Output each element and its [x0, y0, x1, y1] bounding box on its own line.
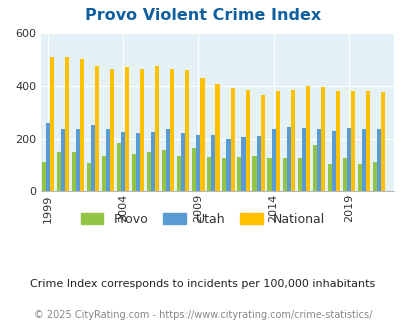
Bar — [297, 158, 301, 191]
Bar — [282, 158, 286, 191]
Bar — [76, 129, 80, 191]
Bar — [57, 152, 61, 191]
Bar — [87, 163, 91, 191]
Bar — [365, 91, 369, 191]
Bar — [91, 125, 95, 191]
Bar — [350, 91, 354, 191]
Bar — [230, 88, 234, 191]
Bar — [346, 128, 350, 191]
Bar — [117, 143, 121, 191]
Bar — [211, 135, 215, 191]
Bar — [61, 129, 65, 191]
Bar — [106, 129, 110, 191]
Bar — [181, 133, 185, 191]
Bar — [196, 135, 200, 191]
Bar — [102, 156, 106, 191]
Bar — [316, 129, 320, 191]
Bar — [50, 57, 54, 191]
Bar — [72, 152, 76, 191]
Bar — [271, 129, 275, 191]
Bar — [215, 84, 219, 191]
Bar — [312, 145, 316, 191]
Bar — [305, 86, 309, 191]
Bar — [155, 66, 159, 191]
Bar — [357, 164, 361, 191]
Bar — [162, 150, 166, 191]
Bar — [136, 133, 140, 191]
Bar — [241, 137, 245, 191]
Bar — [110, 69, 114, 191]
Bar — [132, 154, 136, 191]
Text: Provo Violent Crime Index: Provo Violent Crime Index — [85, 8, 320, 23]
Bar — [260, 95, 264, 191]
Bar — [290, 90, 294, 191]
Bar — [380, 92, 384, 191]
Bar — [222, 158, 226, 191]
Legend: Provo, Utah, National: Provo, Utah, National — [77, 209, 328, 230]
Bar — [80, 59, 84, 191]
Bar — [267, 158, 271, 191]
Bar — [320, 87, 324, 191]
Bar — [151, 132, 155, 191]
Bar — [252, 156, 256, 191]
Bar — [275, 91, 279, 191]
Bar — [245, 90, 249, 191]
Bar — [376, 129, 380, 191]
Bar — [237, 157, 241, 191]
Bar — [335, 91, 339, 191]
Bar — [200, 78, 204, 191]
Bar — [327, 164, 331, 191]
Bar — [177, 156, 181, 191]
Bar — [372, 162, 376, 191]
Bar — [42, 162, 46, 191]
Bar — [95, 66, 99, 191]
Bar — [331, 131, 335, 191]
Bar — [342, 158, 346, 191]
Bar — [207, 157, 211, 191]
Bar — [65, 57, 69, 191]
Bar — [301, 128, 305, 191]
Bar — [226, 139, 230, 191]
Bar — [256, 136, 260, 191]
Bar — [361, 129, 365, 191]
Bar — [121, 132, 125, 191]
Bar — [147, 152, 151, 191]
Bar — [185, 70, 189, 191]
Text: © 2025 CityRating.com - https://www.cityrating.com/crime-statistics/: © 2025 CityRating.com - https://www.city… — [34, 310, 371, 320]
Bar — [286, 127, 290, 191]
Bar — [166, 129, 170, 191]
Bar — [140, 69, 144, 191]
Bar — [125, 67, 129, 191]
Bar — [192, 148, 196, 191]
Text: Crime Index corresponds to incidents per 100,000 inhabitants: Crime Index corresponds to incidents per… — [30, 279, 375, 289]
Bar — [46, 123, 50, 191]
Bar — [170, 69, 174, 191]
